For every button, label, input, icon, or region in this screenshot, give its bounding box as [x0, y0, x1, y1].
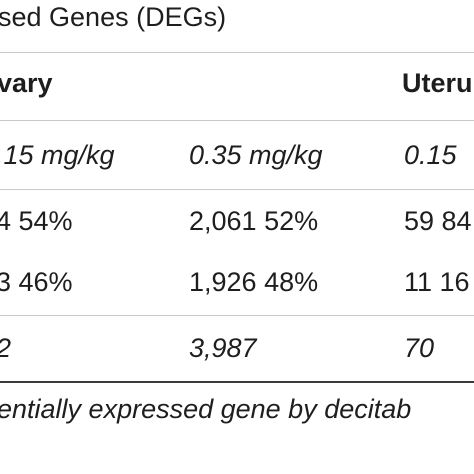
- group-header-ovary: vary: [0, 68, 53, 98]
- cell-dose-ovary-low: .15 mg/kg: [0, 140, 115, 170]
- cell-total-ovary-high: 3,987: [189, 333, 257, 363]
- cell-dose-ovary-high: 0.35 mg/kg: [189, 140, 323, 170]
- cell-dose-uterus-low: 0.15: [404, 140, 457, 170]
- cell-total-ovary-low: 2: [0, 333, 11, 364]
- cell-total-uterus-low: 70: [404, 333, 435, 363]
- cell-up-ovary-low: 4 54%: [0, 206, 73, 236]
- title-rule: [0, 52, 474, 53]
- table-caption: entially expressed gene by decitab: [0, 394, 412, 424]
- cell-up-uterus-low: 59 84: [404, 206, 472, 236]
- table-bottom-rule: [0, 381, 474, 383]
- dose-rule: [0, 189, 474, 190]
- cell-up-ovary-high: 2,061 52%: [189, 206, 319, 236]
- cell-down-ovary-low: 3 46%: [0, 267, 73, 297]
- total-rule: [0, 315, 474, 316]
- table-title: sed Genes (DEGs): [0, 2, 227, 32]
- cell-down-uterus-low: 11 16: [404, 267, 470, 297]
- cell-down-ovary-high: 1,926 48%: [189, 267, 319, 297]
- group-header-uterus: Uteru: [402, 68, 473, 98]
- header-rule: [0, 120, 474, 121]
